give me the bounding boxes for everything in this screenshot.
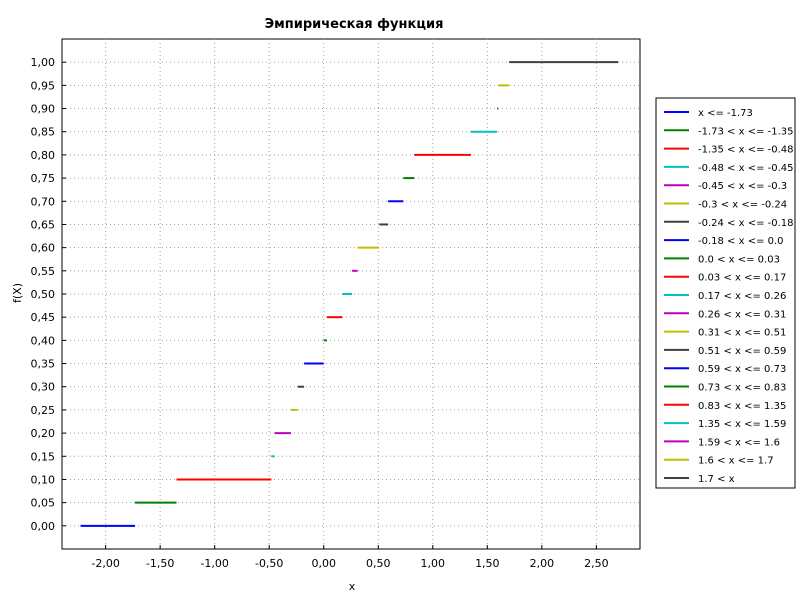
y-tick-label: 0,45 [31, 311, 56, 324]
y-tick-label: 0,85 [31, 126, 56, 139]
legend-label: 0.51 < x <= 0.59 [698, 346, 786, 357]
ticks: -2,00 -1,50 -1,00 -0,50 0,00 0,50 1,00 1,50 2,00… [31, 56, 609, 570]
legend-label: 0.31 < x <= 0.51 [698, 328, 786, 339]
x-tick-label: -2,00 [91, 557, 119, 570]
legend-label: 0.0 < x <= 0.03 [698, 254, 780, 265]
legend-label: 0.73 < x <= 0.83 [698, 383, 786, 394]
legend-label: 0.59 < x <= 0.73 [698, 364, 786, 375]
legend-label: 1.7 < x [698, 474, 735, 485]
legend-label: 1.35 < x <= 1.59 [698, 419, 786, 430]
y-tick-label: 0,05 [31, 497, 56, 510]
y-tick-label: 0,35 [31, 358, 56, 371]
legend-label: x <= -1.73 [698, 108, 753, 119]
x-tick-label: 0,50 [366, 557, 391, 570]
grid [62, 39, 640, 549]
y-tick-label: 0,55 [31, 265, 56, 278]
legend-label: -1.73 < x <= -1.35 [698, 126, 794, 137]
x-tick-label: 1,00 [421, 557, 446, 570]
y-axis-label: f(X) [11, 283, 24, 303]
legend-label: 0.03 < x <= 0.17 [698, 273, 786, 284]
x-tick-label: 2,50 [584, 557, 609, 570]
y-tick-label: 0,65 [31, 218, 56, 231]
legend-label: 0.83 < x <= 1.35 [698, 401, 786, 412]
y-tick-label: 0,90 [31, 103, 56, 116]
x-tick-label: 0,00 [311, 557, 336, 570]
y-tick-label: 1,00 [31, 56, 56, 69]
x-tick-label: 2,00 [530, 557, 555, 570]
legend-label: 0.26 < x <= 0.31 [698, 309, 786, 320]
x-tick-label: -1,00 [200, 557, 228, 570]
legend-label: 1.59 < x <= 1.6 [698, 437, 780, 448]
legend-label: 1.6 < x <= 1.7 [698, 456, 774, 467]
legend-label: 0.17 < x <= 0.26 [698, 291, 786, 302]
legend-label: -0.45 < x <= -0.3 [698, 181, 787, 192]
y-tick-label: 0,70 [31, 195, 56, 208]
x-axis-label: x [349, 580, 356, 593]
y-tick-label: 0,95 [31, 79, 56, 92]
x-tick-label: 1,50 [475, 557, 500, 570]
y-tick-label: 0,20 [31, 427, 56, 440]
legend-label: -0.48 < x <= -0.45 [698, 163, 794, 174]
y-tick-label: 0,75 [31, 172, 56, 185]
legend-label: -0.24 < x <= -0.18 [698, 218, 794, 229]
y-tick-label: 0,10 [31, 473, 56, 486]
y-tick-label: 0,15 [31, 450, 56, 463]
legend-label: -0.3 < x <= -0.24 [698, 200, 787, 211]
legend-label: -1.35 < x <= -0.48 [698, 145, 794, 156]
y-tick-label: 0,25 [31, 404, 56, 417]
legend-label: -0.18 < x <= 0.0 [698, 236, 784, 247]
y-tick-label: 0,80 [31, 149, 56, 162]
series-group [80, 61, 619, 527]
y-tick-label: 0,50 [31, 288, 56, 301]
chart-title: Эмпирическая функция [265, 17, 444, 32]
y-tick-label: 0,00 [31, 520, 56, 533]
y-tick-label: 0,60 [31, 242, 56, 255]
legend: x <= -1.73 -1.73 < x <= -1.35 -1.35 < x <=… [664, 108, 794, 485]
y-tick-label: 0,40 [31, 334, 56, 347]
y-tick-label: 0,30 [31, 381, 56, 394]
x-tick-label: -0,50 [255, 557, 283, 570]
x-tick-label: -1,50 [146, 557, 174, 570]
